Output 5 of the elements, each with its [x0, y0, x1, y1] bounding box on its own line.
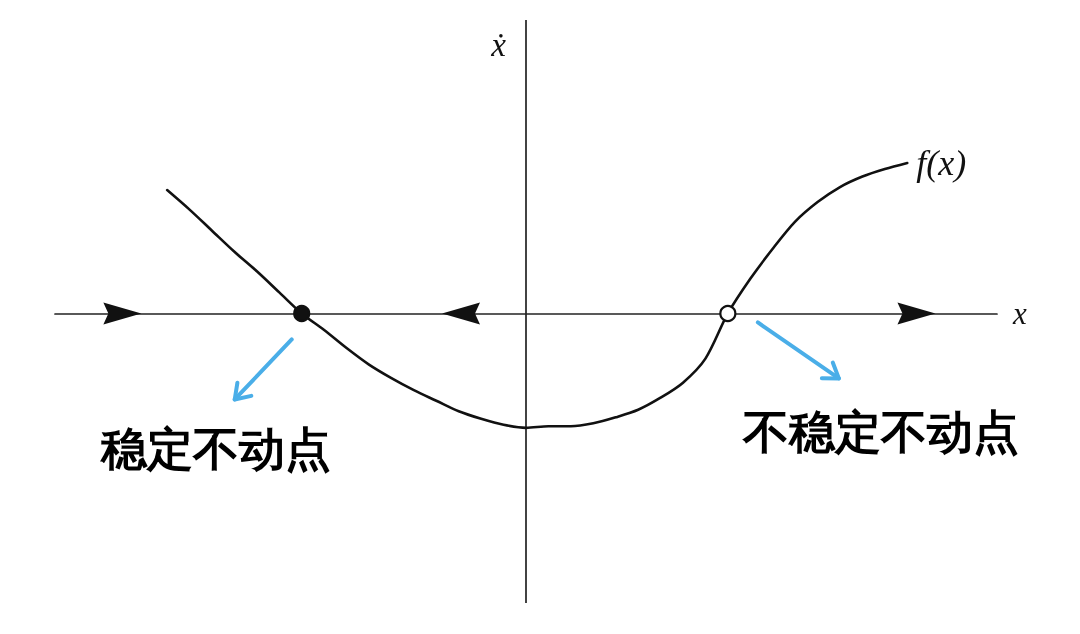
annotation: 不稳定不动点	[741, 405, 1019, 460]
annotation: 稳定不动点	[98, 422, 331, 477]
x-axis-title: x	[1012, 295, 1027, 331]
series-label: f(x)	[916, 142, 967, 183]
y-axis-title: ẋ	[490, 26, 507, 63]
